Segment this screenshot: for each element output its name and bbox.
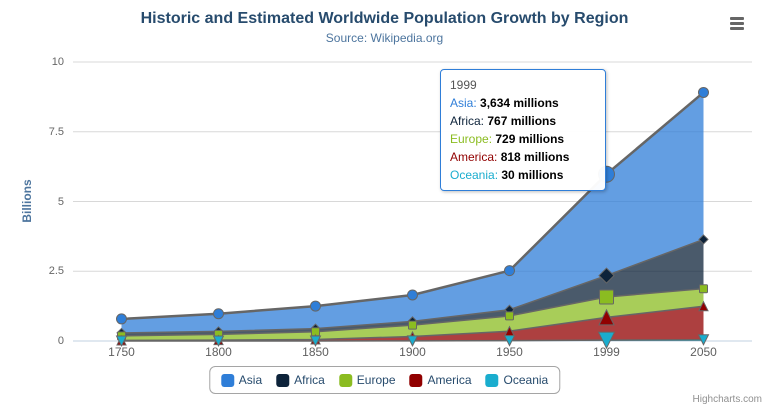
point-oceania-1800[interactable]	[212, 335, 225, 348]
ytick-label: 2.5	[48, 265, 64, 278]
point-asia-1750[interactable]	[116, 313, 127, 325]
point-europe-1950[interactable]	[505, 311, 514, 321]
legend-item-america[interactable]: America	[409, 373, 472, 387]
xtick-label: 1750	[108, 345, 135, 359]
chart-subtitle: Source: Wikipedia.org	[325, 31, 444, 45]
chart-title: Historic and Estimated Worldwide Populat…	[140, 10, 629, 27]
point-oceania-2050[interactable]	[697, 334, 710, 346]
point-asia-2050[interactable]	[698, 86, 709, 98]
point-asia-1800[interactable]	[213, 308, 224, 320]
export-menu-icon[interactable]	[728, 15, 747, 34]
legend-swatch-africa	[276, 373, 290, 387]
tooltip: 1999 Asia: 3,634 millions Africa: 767 mil…	[440, 69, 606, 191]
xtick-label: 1850	[302, 345, 329, 359]
tooltip-row-america: America: 818 millions	[450, 150, 570, 164]
xtick-label: 1999	[593, 345, 620, 359]
ytick-label: 5	[57, 195, 64, 208]
point-america-1999[interactable]	[598, 308, 615, 326]
legend-label: Europe	[356, 373, 396, 387]
ytick-label: 0	[57, 335, 64, 347]
area-america	[121, 306, 704, 341]
area-africa	[121, 239, 704, 336]
point-africa-1999[interactable]	[598, 267, 615, 284]
legend-item-oceania[interactable]: Oceania	[485, 373, 549, 387]
xtick-label: 1900	[399, 345, 426, 359]
xtick-label: 2050	[690, 345, 717, 359]
legend-item-europe[interactable]: Europe	[338, 373, 396, 387]
point-oceania-1750[interactable]	[115, 335, 128, 348]
point-oceania-1900[interactable]	[406, 335, 419, 347]
tooltip-row-europe: Europe: 729 millions	[450, 132, 565, 146]
point-europe-1999[interactable]	[599, 289, 614, 305]
ytick-label: 10	[51, 56, 64, 68]
point-america-2050[interactable]	[698, 300, 709, 312]
legend-label: Asia	[238, 373, 263, 387]
xtick-label: 1950	[496, 345, 523, 359]
point-europe-1900[interactable]	[408, 320, 417, 330]
point-asia-1850[interactable]	[310, 300, 321, 312]
tooltip-row-asia: Asia: 3,634 millions	[450, 96, 559, 110]
xtick-label: 1800	[205, 345, 232, 359]
point-europe-2050[interactable]	[699, 284, 708, 294]
legend-item-asia[interactable]: Asia	[220, 373, 263, 387]
point-africa-2050[interactable]	[698, 234, 709, 245]
point-oceania-1950[interactable]	[503, 335, 516, 347]
tooltip-row-africa: Africa: 767 millions	[450, 114, 557, 128]
legend-swatch-asia	[220, 373, 234, 387]
legend-label: Oceania	[503, 373, 549, 387]
legend-swatch-oceania	[485, 373, 499, 387]
tooltip-header: 1999	[450, 78, 477, 92]
point-asia-1900[interactable]	[407, 289, 418, 301]
point-asia-1950[interactable]	[504, 265, 515, 277]
area-asia	[121, 92, 704, 333]
credits-link[interactable]: Highcharts.com	[692, 394, 762, 405]
legend-label: Africa	[294, 373, 325, 387]
legend: Asia Africa Europe America Oceania	[208, 366, 561, 394]
legend-label: America	[427, 373, 472, 387]
legend-swatch-america	[409, 373, 423, 387]
ytick-label: 7.5	[48, 125, 64, 138]
point-oceania-1999[interactable]	[597, 331, 616, 350]
point-oceania-1850[interactable]	[309, 335, 322, 348]
legend-swatch-europe	[338, 373, 352, 387]
legend-item-africa[interactable]: Africa	[276, 373, 325, 387]
tooltip-row-oceania: Oceania: 30 millions	[450, 168, 564, 182]
